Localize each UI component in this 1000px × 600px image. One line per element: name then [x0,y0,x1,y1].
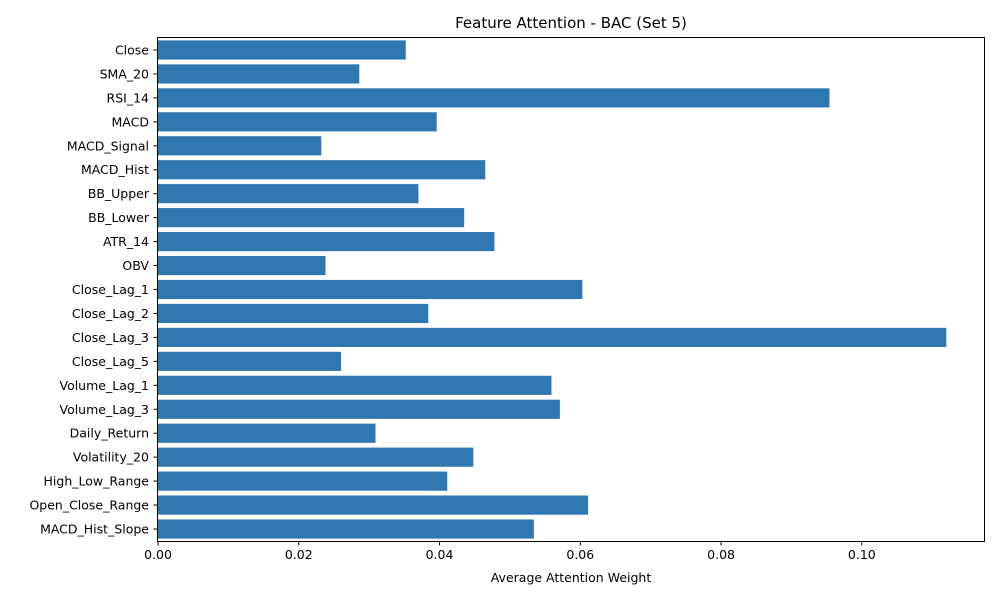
y-tick-label: Close_Lag_2 [72,306,149,321]
bar-macd [158,112,437,132]
x-axis-title: Average Attention Weight [491,570,652,585]
bar-volatility-20 [158,447,474,467]
x-ticks: 0.00 0.02 0.04 0.06 0.08 0.10 [144,541,876,562]
y-tick-label: OBV [122,258,149,273]
plot-frame [157,37,985,542]
bar-open-close-range [158,495,589,515]
y-tick-label: Close_Lag_3 [72,330,149,345]
y-tick-label: Volume_Lag_3 [59,402,149,417]
y-tick-label: Daily_Return [70,426,149,441]
bar-volume-lag-3 [158,399,560,419]
bar-obv [158,255,326,276]
bar-close-lag-1 [158,279,583,300]
bars-group [158,40,947,539]
y-tick-label: Close [115,42,149,57]
bar-bb-upper [158,184,419,204]
y-tick-label: BB_Upper [88,186,150,201]
bar-close [158,40,406,60]
y-tick-label: Volatility_20 [73,450,149,465]
y-tick-label: SMA_20 [100,66,149,81]
y-tick-label: MACD_Signal [67,138,149,153]
y-tick-label: MACD_Hist [81,162,149,177]
y-tick-label: ATR_14 [103,234,149,249]
bar-high-low-range [158,471,448,491]
bar-rsi-14 [158,88,830,108]
y-tick-label: Volume_Lag_1 [59,378,149,393]
bar-close-lag-3 [158,327,947,347]
bar-close-lag-2 [158,303,429,324]
bar-sma-20 [158,64,360,84]
x-tick-label: 0.10 [848,547,876,562]
bar-close-lag-5 [158,351,341,371]
y-tick-label: High_Low_Range [44,474,150,489]
y-tick-label: MACD [112,114,149,129]
bar-macd-signal [158,136,322,156]
x-tick-label: 0.02 [285,547,313,562]
x-tick-label: 0.00 [144,547,172,562]
x-tick-label: 0.06 [566,547,594,562]
bar-macd-hist-slope [158,519,534,539]
x-tick-label: 0.04 [426,547,454,562]
y-tick-label: MACD_Hist_Slope [40,522,149,537]
x-tick-label: 0.08 [707,547,735,562]
y-tick-label: BB_Lower [88,210,150,225]
bar-daily-return [158,423,376,443]
y-tick-labels: Close SMA_20 RSI_14 MACD MACD_Signal MACD_His… [29,42,158,537]
y-tick-label: Close_Lag_5 [72,354,149,369]
y-tick-label: Close_Lag_1 [72,282,149,297]
y-tick-label: RSI_14 [107,90,150,105]
bar-macd-hist [158,160,486,180]
y-tick-label: Open_Close_Range [29,498,149,513]
chart-title: Feature Attention - BAC (Set 5) [455,14,687,32]
bar-bb-lower [158,208,465,228]
bar-atr-14 [158,232,495,252]
bar-volume-lag-1 [158,375,552,395]
